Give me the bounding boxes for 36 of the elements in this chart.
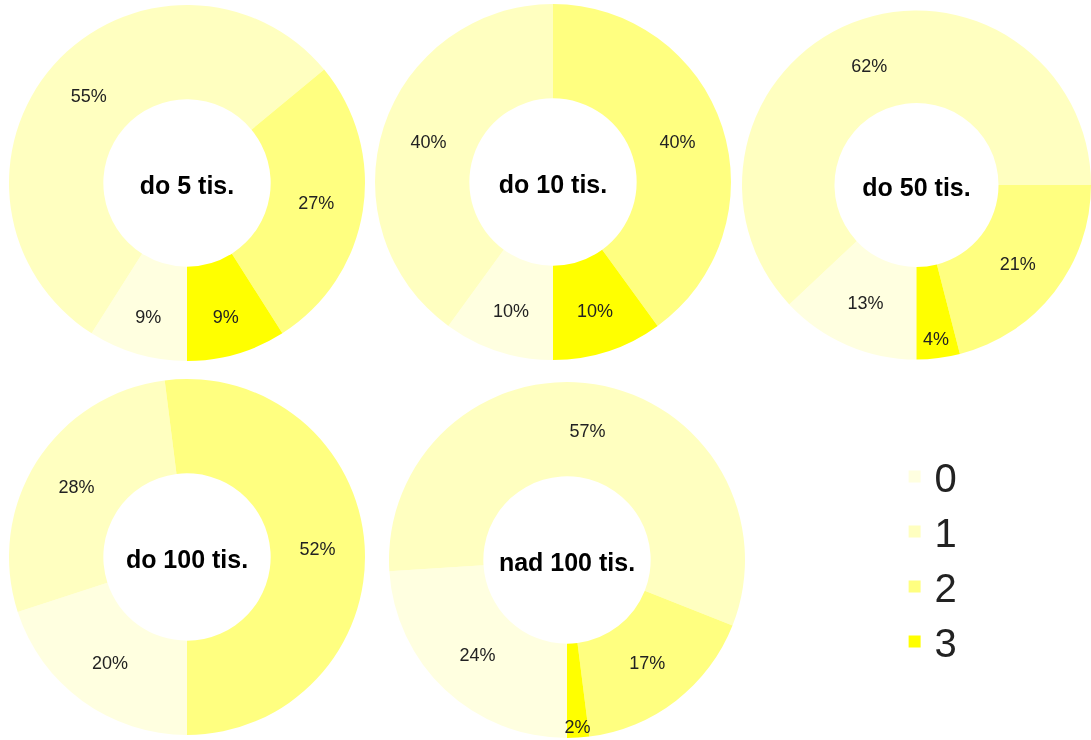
data-label: 55%	[70, 86, 107, 107]
legend-label: 1	[934, 511, 957, 556]
data-label: 10%	[577, 301, 614, 322]
donut-slice	[91, 253, 187, 361]
donut-slice	[389, 382, 745, 626]
data-label: 24%	[459, 645, 496, 666]
data-label: 21%	[999, 253, 1036, 274]
donut-slice	[553, 249, 658, 360]
data-label: 4%	[922, 328, 949, 349]
text: do 10 tis.	[498, 170, 608, 198]
legend-label: 0	[934, 456, 957, 501]
legend-label: 3	[934, 621, 957, 666]
data-label: 17%	[629, 653, 666, 674]
data-label: 62%	[851, 55, 888, 76]
data-label: 9%	[212, 306, 239, 327]
text: do 50 tis.	[862, 173, 971, 201]
data-label: 40%	[659, 131, 696, 152]
donut-slice	[17, 582, 187, 735]
donut-slice	[916, 264, 960, 360]
text: nad 100 tis.	[498, 548, 636, 576]
donut-slice	[448, 249, 553, 360]
donut-slice	[164, 379, 365, 735]
data-label: 13%	[847, 292, 884, 313]
data-label: 9%	[135, 306, 162, 327]
data-label: 40%	[410, 131, 447, 152]
donut-slice	[187, 253, 283, 361]
text: do 5 tis.	[139, 171, 235, 199]
data-label: 10%	[492, 301, 529, 322]
data-label: 52%	[299, 538, 336, 559]
legend-label: 2	[934, 566, 957, 611]
data-label: 27%	[298, 193, 335, 214]
data-label: 20%	[92, 652, 129, 673]
data-label: 57%	[569, 420, 606, 441]
data-label: 28%	[58, 476, 95, 497]
donut-slice	[789, 241, 917, 360]
text: do 100 tis.	[125, 545, 249, 573]
